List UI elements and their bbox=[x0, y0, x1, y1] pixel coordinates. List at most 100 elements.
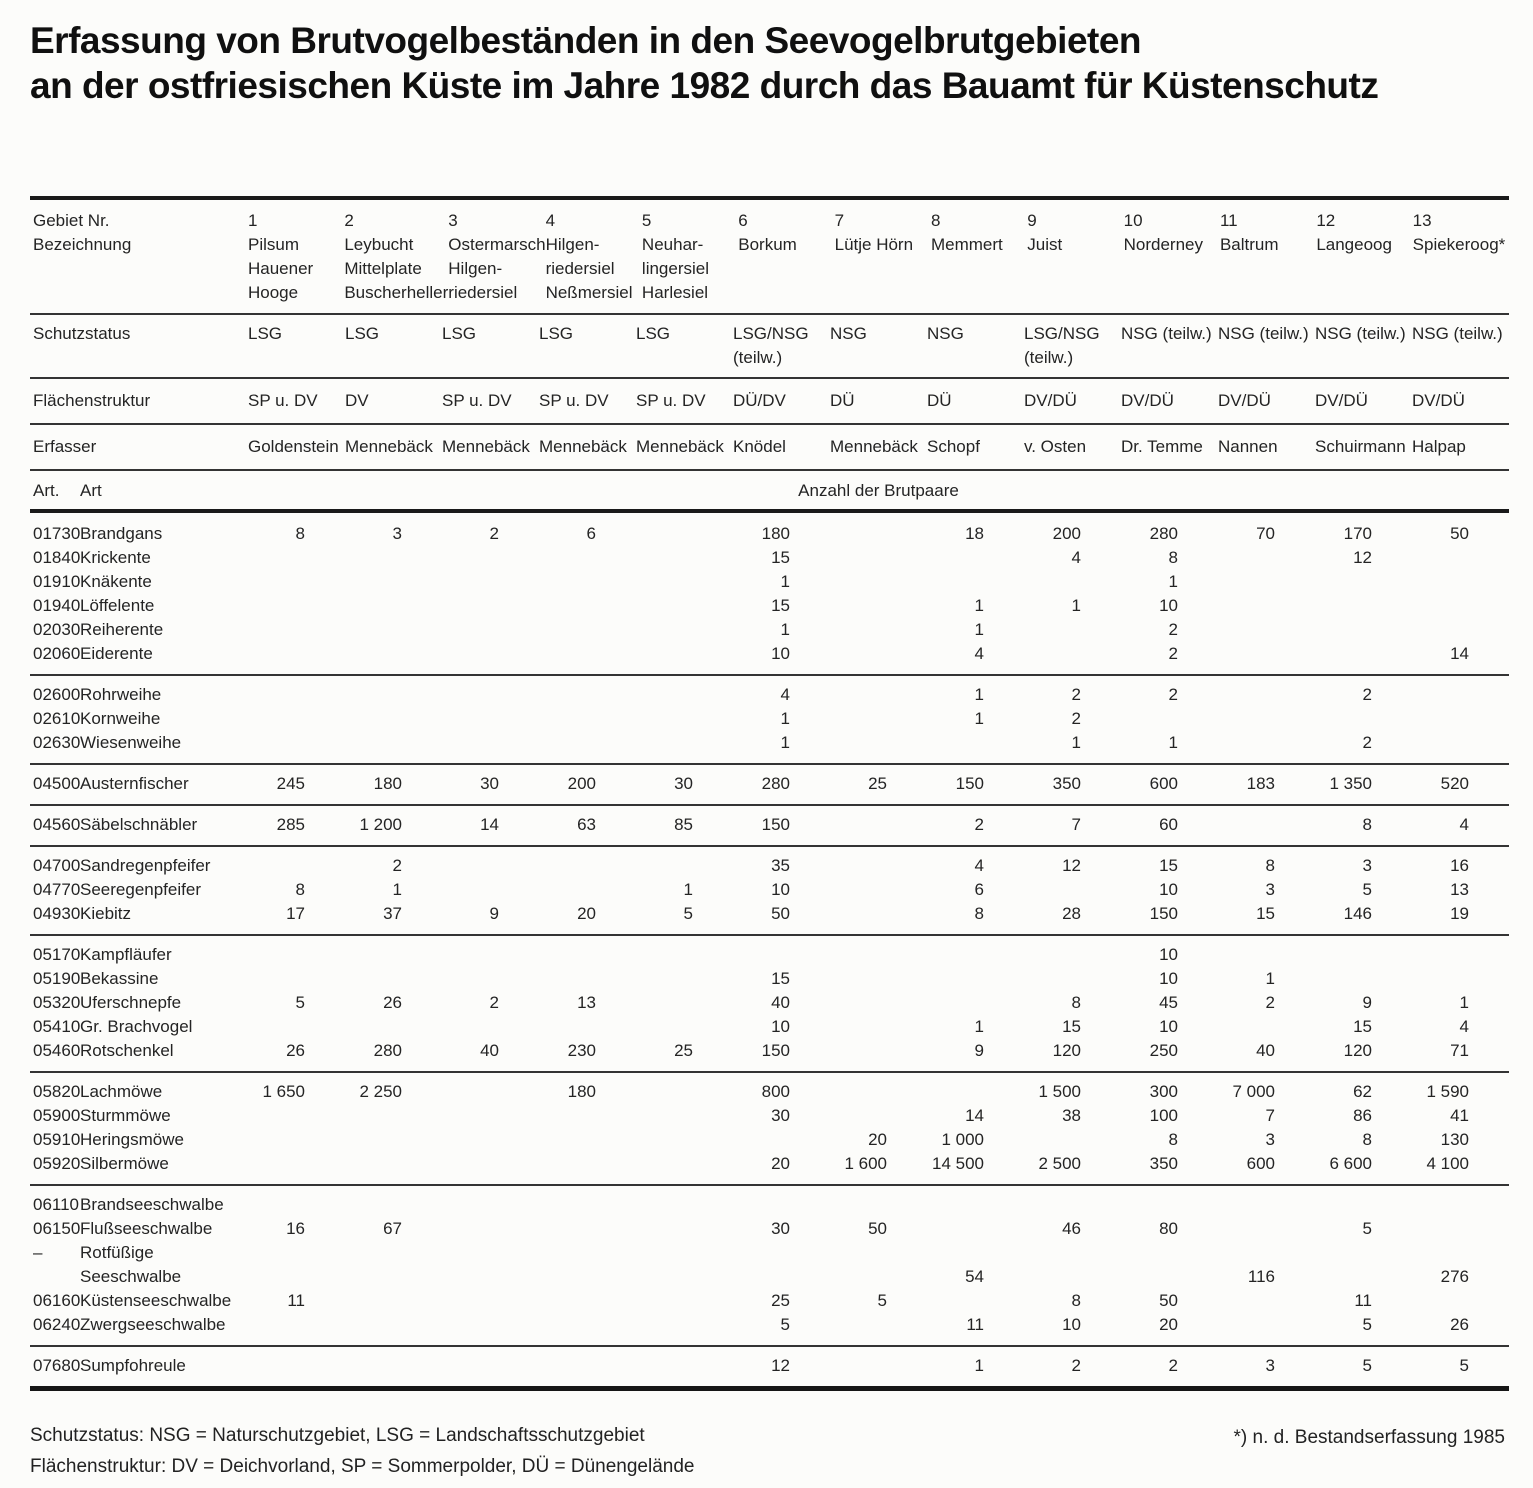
species-row: 06160 Küstenseeschwalbe 11 25 5 8 50 11 bbox=[30, 1289, 1509, 1313]
area-column-header: 9 Juist bbox=[1027, 211, 1063, 254]
brutpaare-value: 6 600 bbox=[1329, 1154, 1372, 1173]
brutpaare-value: 280 bbox=[373, 1041, 402, 1060]
brutpaare-value: 41 bbox=[1450, 1106, 1469, 1125]
species-code: 04500 bbox=[33, 774, 81, 793]
species-row: 02610 Kornweihe 1 1 2 bbox=[30, 707, 1509, 731]
species-code: 05900 bbox=[33, 1106, 81, 1125]
species-name: Löffelente bbox=[80, 596, 155, 615]
flaechenstruktur-value: SP u. DV bbox=[442, 391, 512, 410]
brutpaare-value: 1 bbox=[1071, 733, 1081, 752]
species-name: Seeregenpfeifer bbox=[80, 880, 201, 899]
brutpaare-value: 12 bbox=[1353, 548, 1372, 567]
brutpaare-value: 26 bbox=[383, 993, 402, 1012]
area-column-header: 7 Lütje Hörn bbox=[834, 211, 914, 254]
schutzstatus-value: NSG bbox=[927, 324, 964, 343]
brutpaare-value: 6 bbox=[974, 880, 984, 899]
brutpaare-value: 85 bbox=[674, 815, 693, 834]
brutpaare-value: 5 bbox=[683, 904, 693, 923]
brutpaare-value: 16 bbox=[286, 1219, 305, 1238]
brutpaare-value: 30 bbox=[480, 774, 499, 793]
species-row: 05920 Silbermöwe 20 1 600 14 500 2 500 350 600 6… bbox=[30, 1152, 1509, 1176]
brutpaare-value: 1 bbox=[974, 596, 984, 615]
brutpaare-value: 46 bbox=[1062, 1219, 1081, 1238]
brutpaare-value: 26 bbox=[286, 1041, 305, 1060]
species-group: 01730 Brandgans 8 3 2 6 180 18 200 280 70 170 50 0184… bbox=[30, 513, 1509, 674]
schutzstatus-value: LSG bbox=[636, 324, 671, 343]
species-group: 05820 Lachmöwe 1 650 2 250 180 800 1 500 300 7 0… bbox=[30, 1071, 1509, 1184]
brutpaare-value: 1 bbox=[974, 709, 984, 728]
brutpaare-value: 276 bbox=[1440, 1267, 1469, 1286]
species-group: 05170 Kampfläufer 10 05190 Bekassine 15 10 1 053… bbox=[30, 934, 1509, 1071]
brutpaare-value: 4 bbox=[974, 856, 984, 875]
area-column-header: 11 Baltrum bbox=[1219, 211, 1279, 254]
species-name: Seeschwalbe bbox=[80, 1267, 182, 1286]
brutpaare-value: 18 bbox=[965, 524, 984, 543]
species-row: 05910 Heringsmöwe 20 1 000 8 3 8 130 bbox=[30, 1128, 1509, 1152]
erfasser-value: Dr. Temme bbox=[1121, 437, 1203, 456]
flaechenstruktur-value: DV/DÜ bbox=[1218, 391, 1271, 410]
brutpaare-value: 1 bbox=[780, 620, 790, 639]
brutpaare-value: 4 100 bbox=[1426, 1154, 1469, 1173]
brutpaare-value: 10 bbox=[771, 1017, 790, 1036]
species-name: Sturmmöwe bbox=[80, 1106, 171, 1125]
species-row: 05410 Gr. Brachvogel 10 1 15 10 15 4 bbox=[30, 1015, 1509, 1039]
species-name: Kampfläufer bbox=[80, 945, 172, 964]
flaechenstruktur-value: SP u. DV bbox=[636, 391, 706, 410]
brutpaare-value: 3 bbox=[1265, 1356, 1275, 1375]
page-title: Erfassung von Brutvogelbeständen in den … bbox=[0, 0, 1533, 108]
species-name: Knäkente bbox=[80, 572, 152, 591]
brutpaare-value: 4 bbox=[974, 644, 984, 663]
brutpaare-value: 520 bbox=[1440, 774, 1469, 793]
brutpaare-value: 180 bbox=[761, 524, 790, 543]
species-name: Silbermöwe bbox=[80, 1154, 169, 1173]
brutpaare-value: 3 bbox=[1265, 880, 1275, 899]
schutzstatus-value: LSG/NSG (teilw.) bbox=[1024, 324, 1100, 367]
species-row: 05320 Uferschnepfe 5 26 2 13 40 8 45 2 9 1 bbox=[30, 991, 1509, 1015]
page-title-line1: Erfassung von Brutvogelbeständen in den … bbox=[30, 20, 1142, 61]
brutpaare-value: 230 bbox=[567, 1041, 596, 1060]
species-code: 06150 bbox=[33, 1219, 81, 1238]
brutpaare-value: 1 500 bbox=[1038, 1082, 1081, 1101]
erfasser-value: Nannen bbox=[1218, 437, 1278, 456]
species-row: 05190 Bekassine 15 10 1 bbox=[30, 967, 1509, 991]
species-name: Rotschenkel bbox=[80, 1041, 174, 1060]
brutpaare-value: 5 bbox=[1362, 880, 1372, 899]
brutpaare-value: 40 bbox=[1256, 1041, 1275, 1060]
species-code: 01940 bbox=[33, 596, 81, 615]
brutpaare-value: 20 bbox=[868, 1130, 887, 1149]
brutpaare-value: 2 bbox=[1168, 644, 1178, 663]
brutpaare-value: 38 bbox=[1062, 1106, 1081, 1125]
brutpaare-value: 14 bbox=[965, 1106, 984, 1125]
brutpaare-value: 16 bbox=[1450, 856, 1469, 875]
brutpaare-value: 8 bbox=[974, 904, 984, 923]
asterisk-footnote: *) n. d. Bestandserfassung 1985 bbox=[1233, 1427, 1505, 1448]
erfasser-value: Mennebäck bbox=[442, 437, 530, 456]
species-row: 06150 Flußseeschwalbe 16 67 30 50 46 80 5 bbox=[30, 1217, 1509, 1241]
brutpaare-value: 3 bbox=[1362, 856, 1372, 875]
schutzstatus-value: LSG/NSG (teilw.) bbox=[733, 324, 809, 367]
brutpaare-value: 180 bbox=[373, 774, 402, 793]
species-code: – bbox=[33, 1243, 43, 1262]
brutpaare-value: 14 bbox=[480, 815, 499, 834]
brutpaare-value: 70 bbox=[1256, 524, 1275, 543]
erfasser-row: Erfasser Goldenstein Mennebäck Mennebäck Men… bbox=[30, 425, 1509, 469]
schutzstatus-value: LSG bbox=[442, 324, 477, 343]
brutpaare-value: 250 bbox=[1149, 1041, 1178, 1060]
area-column-header: 4 Hilgen- riedersiel Neßmersiel bbox=[545, 211, 633, 302]
legend-schutzstatus: Schutzstatus: NSG = Naturschutzgebiet, L… bbox=[30, 1425, 645, 1446]
species-name: Lachmöwe bbox=[80, 1082, 163, 1101]
brutpaare-value: 50 bbox=[771, 904, 790, 923]
flaechenstruktur-label: Flächenstruktur bbox=[33, 391, 151, 410]
brutpaare-value: 4 bbox=[1459, 1017, 1469, 1036]
brutpaare-value: 150 bbox=[761, 1041, 790, 1060]
brutpaare-value: 5 bbox=[877, 1291, 887, 1310]
brutpaare-value: 1 bbox=[1459, 993, 1469, 1012]
species-name: Sumpfohreule bbox=[80, 1356, 186, 1375]
brutpaare-value: 1 bbox=[780, 572, 790, 591]
brutpaare-value: 1 bbox=[974, 685, 984, 704]
brutpaare-value: 2 bbox=[489, 524, 499, 543]
brutpaare-value: 130 bbox=[1440, 1130, 1469, 1149]
brutpaare-value: 245 bbox=[276, 774, 305, 793]
brutpaare-value: 5 bbox=[780, 1315, 790, 1334]
brutpaare-value: 15 bbox=[771, 548, 790, 567]
